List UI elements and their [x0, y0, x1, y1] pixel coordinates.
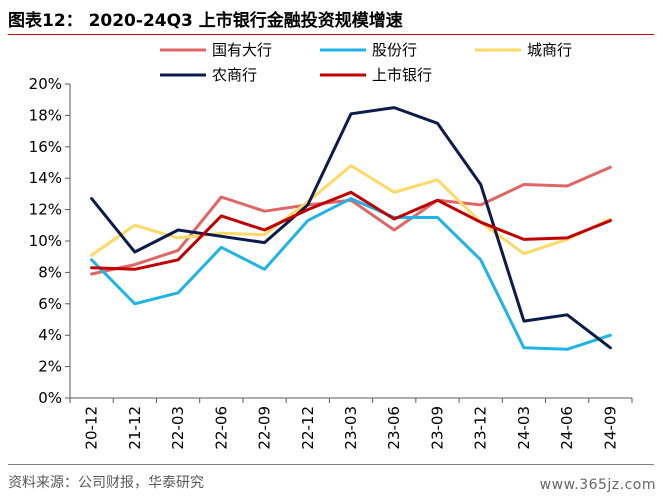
y-tick-label: 14% [29, 169, 62, 187]
x-tick-label: 23-06 [385, 406, 403, 450]
footer-divider [8, 464, 654, 465]
legend-label: 城商行 [527, 41, 572, 59]
series-line-1 [90, 197, 612, 351]
watermark: www.365jz.com [539, 477, 656, 493]
y-tick-label: 10% [29, 232, 62, 250]
title-divider [8, 34, 654, 35]
y-tick-label: 20% [29, 75, 62, 93]
x-tick-label: 23-12 [472, 406, 490, 450]
x-tick-label: 21-12 [126, 406, 144, 450]
x-tick-label: 24-09 [601, 406, 619, 450]
x-tick-label: 23-03 [342, 406, 360, 450]
y-tick-label: 12% [29, 201, 62, 219]
y-tick-label: 16% [29, 138, 62, 156]
legend-label: 农商行 [212, 66, 257, 84]
x-tick-label: 24-03 [515, 406, 533, 450]
source-note: 资料来源：公司财报，华泰研究 [8, 475, 204, 491]
series-lines [90, 106, 612, 351]
axes: 0% 2% 4% 6% 8% 10% 12% 14% 16% 18% 20% 20-12 21-12 22… [29, 75, 633, 450]
x-tick-label: 23-09 [428, 406, 446, 450]
x-tick-label: 24-06 [558, 406, 576, 450]
chart-title: 图表12： 2020-24Q3 上市银行金融投资规模增速 [8, 11, 403, 31]
series-line-4 [90, 190, 612, 271]
y-tick-label: 8% [38, 263, 62, 281]
series-line-3 [90, 106, 612, 350]
y-tick-label: 4% [38, 326, 62, 344]
series-line-2 [90, 164, 612, 257]
series-line-0 [90, 165, 612, 276]
y-tick-label: 6% [38, 295, 62, 313]
y-tick-label: 18% [29, 106, 62, 124]
x-tick-label: 22-03 [169, 406, 187, 450]
x-tick-label: 22-12 [299, 406, 317, 450]
x-tick-label: 22-06 [212, 406, 230, 450]
y-tick-label: 0% [38, 389, 62, 407]
legend-label: 国有大行 [212, 41, 272, 59]
y-tick-label: 2% [38, 358, 62, 376]
x-tick-label: 20-12 [83, 406, 101, 450]
x-tick-label: 22-09 [256, 406, 274, 450]
legend-label: 股份行 [372, 41, 417, 59]
legend-label: 上市银行 [372, 66, 432, 84]
